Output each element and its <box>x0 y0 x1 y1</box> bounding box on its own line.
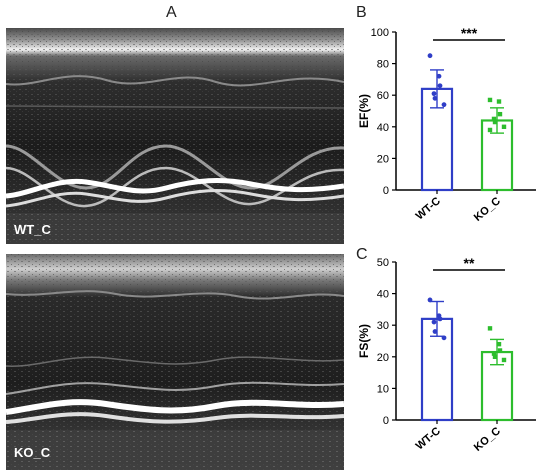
fs-point-1-2 <box>497 348 503 353</box>
ef-point-0-4 <box>432 95 438 101</box>
chart-fs: 0 10 20 30 40 50 FS(%) WT-C KO_C ** <box>357 255 536 454</box>
echo-image-ko: KO_C <box>6 254 344 470</box>
ef-ytick-label: 40 <box>377 122 389 134</box>
ef-point-0-2 <box>437 83 443 89</box>
fs-significance-label: ** <box>464 255 475 271</box>
fs-point-1-0 <box>487 326 493 331</box>
fs-ylabel: FS(%) <box>357 324 371 358</box>
ef-ylabel: EF(%) <box>357 94 371 128</box>
chart-ef: 0 20 40 60 80 100 EF(%) WT-C KO_C *** <box>357 25 536 224</box>
echo-label-ko: KO_C <box>14 445 51 460</box>
fs-point-1-3 <box>491 351 497 356</box>
fs-point-0-4 <box>432 329 438 334</box>
ef-ytick-label: 60 <box>377 90 389 102</box>
ef-point-1-1 <box>496 99 502 104</box>
fs-point-0-5 <box>441 335 447 341</box>
ef-point-1-5 <box>501 124 507 129</box>
fs-ytick-label: 50 <box>377 257 389 269</box>
echo-label-wt: WT_C <box>14 222 51 237</box>
fs-xtick-label-1: KO_C <box>472 425 503 454</box>
ef-xtick-label-0: WT-C <box>414 195 443 222</box>
echo-image-wt: WT_C <box>6 28 344 244</box>
fs-point-0-2 <box>437 316 443 322</box>
fs-ytick-label: 40 <box>377 289 389 301</box>
ef-significance-label: *** <box>461 25 478 41</box>
ef-point-1-6 <box>487 127 493 133</box>
ef-point-1-4 <box>492 119 498 125</box>
fs-ytick-label: 30 <box>377 320 389 332</box>
fs-ytick-label: 20 <box>377 352 389 364</box>
panel-letter-b: B <box>356 4 367 21</box>
ef-point-0-5 <box>441 102 447 108</box>
ef-ytick-label: 80 <box>377 59 389 71</box>
fs-ytick-label: 10 <box>377 383 389 395</box>
fs-ytick-label: 0 <box>383 415 389 427</box>
ef-point-0-1 <box>436 73 442 79</box>
fs-point-1-4 <box>492 354 498 359</box>
ef-point-0-3 <box>431 91 437 97</box>
panel-letter-a: A <box>166 4 177 21</box>
fs-point-0-3 <box>431 319 437 325</box>
ef-point-1-3 <box>491 116 497 122</box>
fs-xtick-label-0: WT-C <box>414 425 443 452</box>
ef-xtick-label-1: KO_C <box>472 195 503 224</box>
ef-point-0-0 <box>427 53 433 59</box>
ef-ytick-label: 0 <box>383 185 389 197</box>
fs-point-1-5 <box>501 357 507 363</box>
ef-point-1-0 <box>487 97 493 103</box>
ef-point-1-2 <box>497 111 503 117</box>
panel-letter-c: C <box>356 246 368 263</box>
ef-ytick-label: 100 <box>371 27 389 39</box>
fs-point-0-0 <box>427 297 433 303</box>
ef-ytick-label: 20 <box>377 153 389 165</box>
fs-point-1-1 <box>496 341 502 347</box>
